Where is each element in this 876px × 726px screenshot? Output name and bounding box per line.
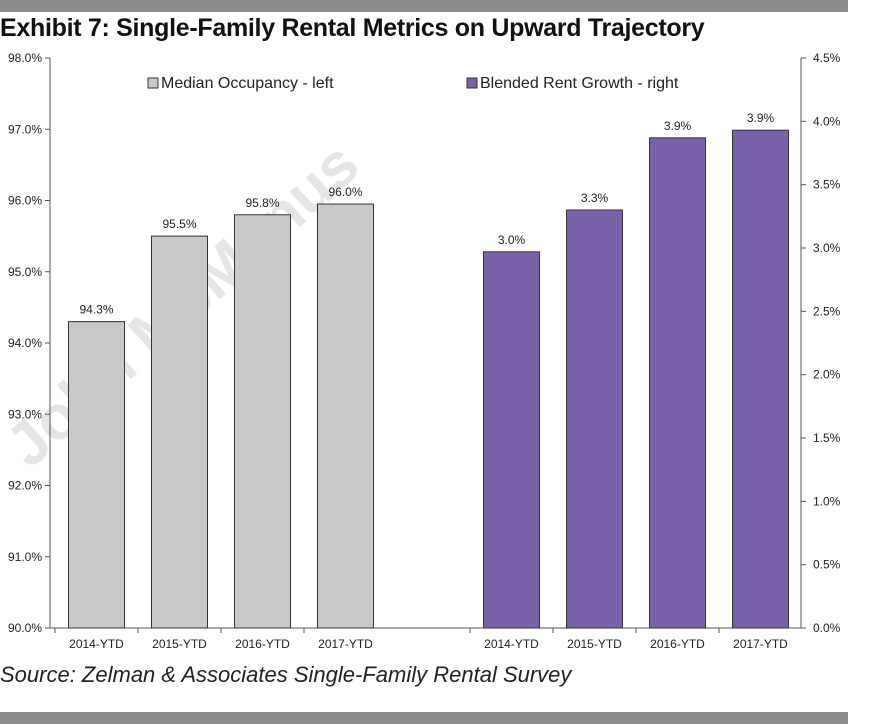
right-tick-label: 0.5% — [813, 558, 841, 572]
x-tick-label: 2015-YTD — [567, 637, 622, 651]
x-tick-label: 2014-YTD — [484, 637, 539, 651]
data-label: 95.5% — [162, 217, 196, 231]
bar — [151, 235, 208, 629]
legend-label: Median Occupancy - left — [161, 75, 334, 92]
left-tick-label: 93.0% — [8, 407, 42, 421]
left-tick-label: 98.0% — [8, 51, 42, 65]
left-tick-label: 92.0% — [8, 479, 42, 493]
right-tick-label: 4.5% — [813, 51, 841, 65]
right-tick-label: 3.5% — [813, 178, 841, 192]
data-label: 3.3% — [581, 191, 609, 205]
legend-label: Blended Rent Growth - right — [480, 75, 679, 92]
left-tick-label: 97.0% — [8, 122, 42, 136]
left-tick-label: 95.0% — [8, 265, 42, 279]
legend-swatch — [147, 77, 159, 89]
left-tick-label: 96.0% — [8, 194, 42, 208]
x-tick-label: 2017-YTD — [733, 637, 788, 651]
x-tick-label: 2016-YTD — [650, 637, 705, 651]
data-label: 3.9% — [747, 111, 775, 125]
data-label: 3.0% — [498, 233, 526, 247]
legend-swatch — [466, 77, 478, 89]
bar — [483, 251, 540, 629]
top-border-bar — [0, 0, 848, 12]
bottom-border-bar — [0, 712, 848, 724]
chart-bars: 94.3% 95.5% 95.8% 96.0% 3.0% 3.3% 3.9% 3.9% — [68, 111, 789, 629]
x-tick-label: 2017-YTD — [318, 637, 373, 651]
data-label: 96.0% — [328, 185, 362, 199]
x-tick-label: 2016-YTD — [235, 637, 290, 651]
left-tick-label: 91.0% — [8, 550, 42, 564]
bar — [234, 214, 291, 629]
right-tick-label: 3.0% — [813, 241, 841, 255]
data-label: 95.8% — [245, 196, 279, 210]
left-tick-label: 94.0% — [8, 336, 42, 350]
bar — [649, 137, 706, 629]
bar — [317, 203, 374, 629]
bar — [566, 209, 623, 629]
bar — [68, 321, 125, 629]
right-tick-label: 0.0% — [813, 621, 841, 635]
chart-legend: Median Occupancy - left Blended Rent Grow… — [147, 75, 679, 92]
source-note: Source: Zelman & Associates Single-Famil… — [0, 662, 572, 687]
right-tick-label: 2.0% — [813, 368, 841, 382]
x-tick-label: 2015-YTD — [152, 637, 207, 651]
chart-title: Exhibit 7: Single-Family Rental Metrics … — [0, 14, 705, 42]
right-tick-label: 2.5% — [813, 304, 841, 318]
chart-axes: 90.0% 91.0% 92.0% 93.0% 94.0% 95.0% 96.0% 97.0%… — [8, 51, 841, 651]
data-label: 94.3% — [79, 303, 113, 317]
left-tick-label: 90.0% — [8, 621, 42, 635]
right-tick-label: 1.5% — [813, 431, 841, 445]
data-label: 3.9% — [664, 119, 692, 133]
right-tick-label: 4.0% — [813, 114, 841, 128]
right-tick-label: 1.0% — [813, 494, 841, 508]
x-tick-label: 2014-YTD — [69, 637, 124, 651]
bar — [732, 129, 789, 629]
